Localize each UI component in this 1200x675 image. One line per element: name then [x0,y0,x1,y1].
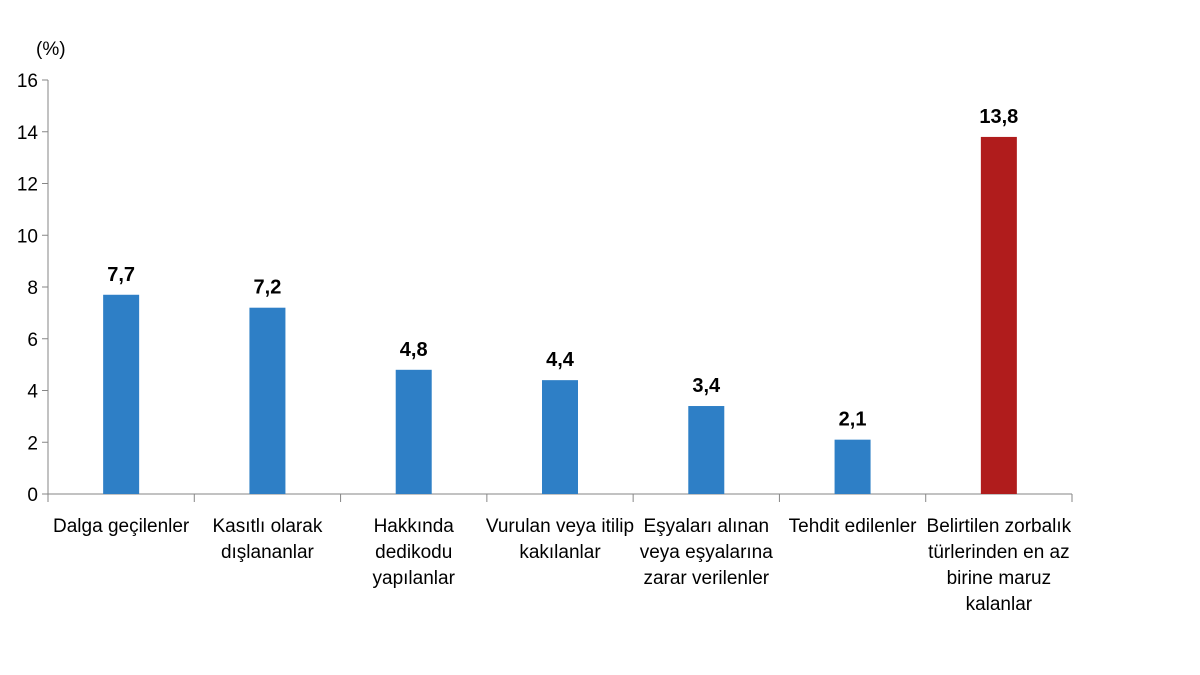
category-label-line: kalanlar [966,594,1033,615]
y-tick-label: 16 [17,71,38,92]
category-label-line: Hakkında [374,516,455,537]
bars [103,136,1017,495]
y-tick-label: 10 [17,226,38,247]
category-label-line: veya eşyalarına [640,542,774,563]
y-unit-label: (%) [36,39,66,60]
data-label: 7,7 [107,264,135,286]
data-label: 13,8 [979,106,1018,128]
category-label-line: Belirtilen zorbalık [927,516,1072,537]
category-label: Belirtilen zorbalık türlerinden en az biri… [927,516,1072,615]
category-label-line: zarar verilenler [643,568,769,589]
category-label-line: Eşyaları alınan [643,516,769,537]
bar [688,406,725,494]
bar [980,136,1017,495]
bar [395,369,432,494]
data-label: 3,4 [692,375,721,397]
data-label: 7,2 [254,277,282,299]
category-label: Hakkında dedikodu yapılanlar [373,516,456,589]
category-label-line: türlerinden en az [928,542,1070,563]
category-label-line: Vurulan veya itilip [486,516,634,537]
y-tick-label: 8 [27,278,38,299]
category-label-line: Tehdit edilenler [789,516,917,537]
category-label: Kasıtlı olarak dışlananlar [213,516,323,563]
category-label-line: birine maruz [947,568,1052,589]
y-tick-label: 6 [27,330,38,351]
bar [249,307,286,494]
bar [103,294,140,494]
y-tick-label: 0 [27,485,38,506]
data-label: 4,4 [546,349,575,371]
category-label-line: Kasıtlı olarak [213,516,323,537]
data-label: 4,8 [400,339,428,361]
category-label-line: dedikodu [375,542,452,563]
category-label: Eşyaları alınan veya eşyalarına zarar veri… [640,516,774,589]
bar [542,380,578,494]
y-tick-label: 2 [27,433,38,454]
category-labels: Dalga geçilenler Kasıtlı olarak dışlananla… [53,516,1072,615]
y-tick-label: 14 [17,123,39,144]
y-tick-labels: 0 2 4 6 8 10 12 14 16 [17,71,39,506]
bar [834,439,871,494]
category-label: Dalga geçilenler [53,516,190,537]
data-label: 2,1 [839,409,867,431]
category-label: Tehdit edilenler [789,516,917,537]
category-label: Vurulan veya itilip kakılanlar [486,516,634,563]
category-label-line: yapılanlar [373,568,456,589]
value-labels: 7,7 7,2 4,8 4,4 3,4 2,1 13,8 [107,106,1018,431]
y-tick-label: 12 [17,175,38,196]
y-tick-label: 4 [27,382,38,403]
category-label-line: kakılanlar [519,542,601,563]
category-label-line: Dalga geçilenler [53,516,190,537]
category-label-line: dışlananlar [221,542,315,563]
